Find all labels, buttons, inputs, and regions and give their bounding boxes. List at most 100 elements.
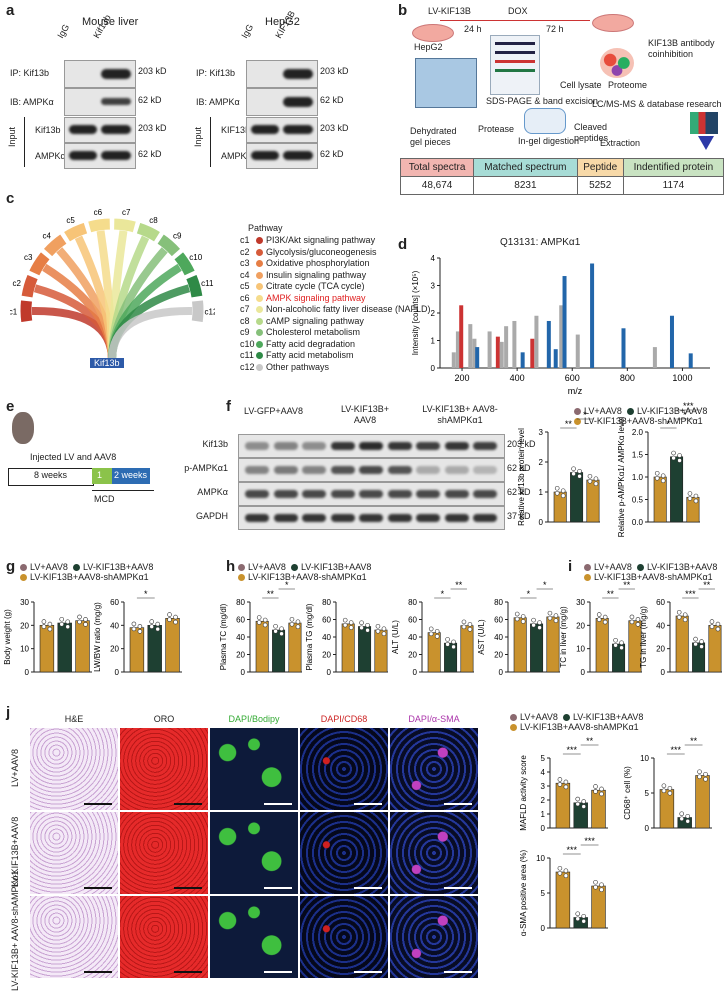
bar-point [131, 626, 137, 632]
bar-h2-1 [358, 626, 372, 673]
bar-y-tick-label: 0 [115, 668, 120, 677]
f-blot [238, 458, 505, 482]
a-size: 62 kD [138, 149, 162, 159]
bar-point [428, 631, 434, 637]
d-x-tick-label: 200 [455, 373, 470, 383]
j-micrograph [390, 896, 478, 978]
bar-point [434, 634, 440, 639]
bar-point [167, 612, 172, 617]
bar-sig-label: ** [623, 580, 631, 590]
f-band [273, 442, 298, 450]
a-blot [246, 143, 318, 169]
bar-point [593, 476, 599, 482]
bar-point [77, 614, 82, 620]
d-peak [559, 305, 564, 368]
bar-point [671, 450, 676, 456]
c-legend-label: Non-alcoholic fatty liver disease (NAFLD… [266, 304, 431, 314]
bar-point [155, 626, 161, 632]
bar-h4-2 [546, 616, 560, 673]
bar-point [679, 811, 685, 817]
bar-g1-0 [39, 625, 55, 673]
b-extraction: Extraction [600, 138, 641, 148]
bar-point [699, 639, 704, 644]
a-row-label: AMPKα [35, 151, 66, 161]
a-size: 62 kD [320, 95, 344, 105]
b-proteome: Proteome [608, 80, 648, 90]
bar-point [687, 491, 693, 496]
bar-j2-0 [659, 789, 675, 829]
bar-point [703, 771, 708, 777]
b-cell-lysate: Cell lysate [560, 80, 602, 90]
bar-point [467, 622, 473, 627]
bar-point [381, 631, 387, 637]
c-arc-c5 [62, 221, 89, 243]
a-size: 203 kD [138, 123, 167, 133]
bar-point [279, 626, 284, 632]
bar-point [703, 776, 708, 782]
legend-f: LV+AAV8 LV-KIF13B+AAV8 LV-KIF13B+AAV8-sh… [574, 406, 707, 426]
bar-point [581, 913, 587, 919]
bar-point [342, 622, 348, 628]
d-peak [652, 347, 657, 368]
bar-point [599, 786, 604, 792]
f-size: 37 kD [507, 511, 531, 521]
bar-point [273, 628, 278, 634]
b-lcms: LC/MS-MS & database research [592, 99, 722, 109]
bar-point [575, 916, 581, 922]
a-blot [64, 117, 136, 143]
bar-point [560, 488, 566, 494]
d-peak [472, 338, 477, 368]
c-legend-id: c11 [240, 350, 254, 360]
f-band [245, 442, 269, 450]
b-cleaved: Cleaved peptides [574, 122, 609, 143]
bar-y-tick-label: 2 [539, 458, 544, 467]
f-row-label: p-AMPKα1 [184, 463, 228, 473]
j-scale-bar [174, 803, 202, 805]
bar-point [451, 639, 456, 645]
b-timeline-arrow [440, 20, 590, 21]
bar-point [155, 621, 161, 627]
bar-point [577, 473, 582, 479]
bar-j1-2 [591, 789, 606, 829]
f-band [359, 514, 383, 522]
j-micrograph [120, 896, 208, 978]
bar-point [445, 642, 450, 647]
bar-sig-label: ** [690, 736, 698, 746]
f-band [273, 490, 298, 498]
bar-point [661, 788, 667, 794]
j-col-label: DAPI/CD68 [320, 714, 368, 724]
bar-y-tick-label: 40 [236, 633, 245, 642]
bar-y-label-i2: TG in liver (mg/g) [639, 606, 648, 668]
c-legend-id: c3 [240, 258, 250, 268]
bar-f1-2 [586, 479, 600, 523]
bar-point [599, 791, 604, 797]
bar-point [557, 865, 563, 871]
legend-h: LV+AAV8 LV-KIF13B+AAV8 LV-KIF13B+AAV8-sh… [238, 562, 371, 582]
c-arc-label-c3: c3 [24, 253, 33, 262]
f-band [302, 466, 326, 474]
c-legend-label: Fatty acid degradation [266, 338, 356, 349]
bar-point [685, 818, 691, 824]
legend-g: LV+AAV8 LV-KIF13B+AAV8 LV-KIF13B+AAV8-sh… [20, 562, 153, 582]
bar-y-label-h4: AST (U/L) [477, 619, 486, 655]
d-peak [459, 305, 464, 368]
b-gel-icon [490, 35, 540, 95]
bar-point [520, 614, 526, 619]
f-band [444, 442, 469, 450]
bar-j3-0 [555, 871, 571, 929]
panel-letter-a: a [6, 2, 15, 19]
a-blot [64, 60, 136, 88]
bar-y-tick-label: 0.5 [632, 496, 644, 505]
f-band [245, 514, 269, 522]
j-scale-bar [354, 971, 382, 973]
bar-point [699, 644, 704, 649]
c-legend-id: c9 [240, 327, 250, 337]
c-legend-dot [256, 294, 263, 302]
bar-point [342, 617, 348, 623]
f-band [359, 466, 383, 474]
c-legend-item: c3 Oxidative phosphorylation [240, 258, 431, 270]
f-band [416, 514, 440, 522]
bar-h4-0 [513, 617, 527, 673]
b-results-table: Total spectra Matched spectrum Peptide I… [399, 158, 725, 195]
b-antibody: KIF13B antibody coinhibition [648, 38, 715, 59]
